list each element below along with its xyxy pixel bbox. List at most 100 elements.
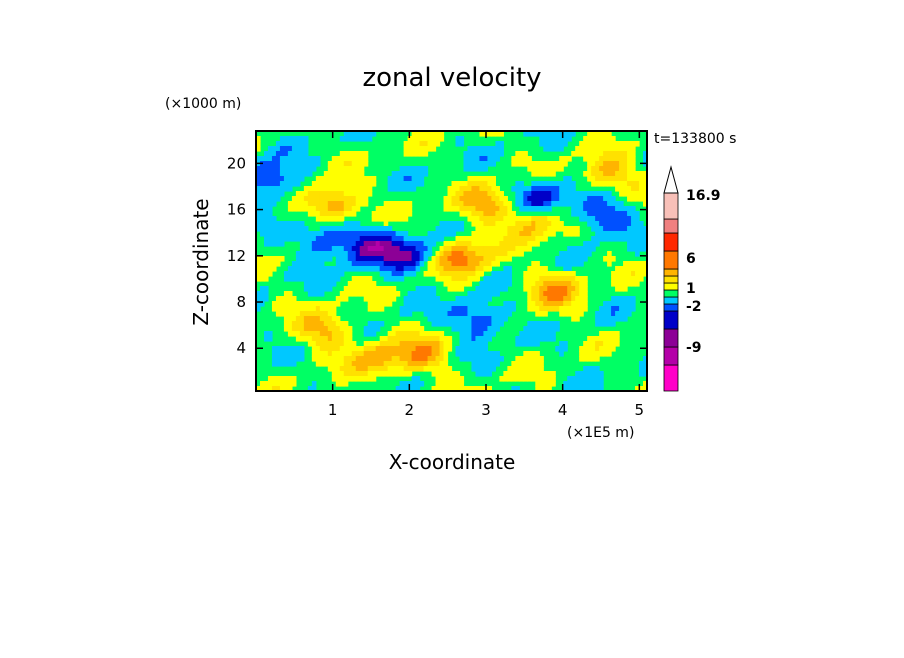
field-cell [331,181,337,187]
field-cell [327,161,333,167]
field-cell [479,246,485,252]
field-cell [347,166,353,172]
field-cell [331,276,337,282]
field-cell [635,266,640,272]
field-cell [491,271,496,277]
field-cell [519,251,524,257]
field-cell [395,366,401,372]
field-cell [619,281,624,287]
y-unit-label: (×1000 m) [165,96,241,112]
field-cell [275,146,281,152]
field-cell [419,176,425,182]
field-cell [351,191,357,197]
field-cell [299,221,305,227]
field-cell [359,196,365,202]
field-cell [339,381,345,387]
field-cell [511,186,516,192]
field-cell [519,151,524,157]
field-cell [415,356,421,362]
field-cell [363,276,369,282]
field-cell [491,251,496,257]
field-cell [291,376,297,382]
field-cell [275,141,281,147]
field-cell [359,376,365,382]
field-cell [387,361,393,367]
field-cell [256,196,261,202]
field-cell [483,336,489,342]
field-cell [287,161,293,167]
field-cell [571,191,576,197]
field-cell [595,221,600,227]
field-cell [551,196,556,202]
field-cell [579,256,584,262]
field-cell [291,181,297,187]
field-cell [519,226,524,232]
field-cell [603,341,608,347]
field-cell [611,296,616,302]
field-cell [599,341,604,347]
field-cell [615,306,620,312]
field-cell [615,176,620,182]
field-cell [419,146,425,152]
field-cell [279,296,285,302]
field-cell [483,281,489,287]
field-cell [639,186,644,192]
field-cell [447,231,453,237]
field-cell [407,141,413,147]
field-cell [495,186,500,192]
field-cell [587,341,592,347]
field-cell [403,321,409,327]
field-cell [499,231,504,237]
field-cell [607,211,612,217]
field-cell [443,316,449,322]
field-cell [263,226,269,232]
field-cell [383,216,389,222]
field-cell [383,301,389,307]
field-cell [579,251,584,257]
field-cell [467,211,473,217]
field-cell [407,311,413,317]
field-cell [287,381,293,387]
field-cell [639,366,644,372]
field-cell [527,226,532,232]
field-cell [279,141,285,147]
field-cell [531,191,536,197]
field-cell [439,381,445,387]
field-cell [475,221,481,227]
field-cell [291,176,297,182]
field-cell [615,236,620,242]
field-cell [435,361,441,367]
field-cell [471,251,477,257]
field-cell [535,281,540,287]
field-cell [415,306,421,312]
field-cell [387,291,393,297]
field-cell [555,301,560,307]
field-cell [287,146,293,152]
field-cell [367,331,373,337]
field-cell [447,386,453,392]
field-cell [303,186,309,192]
colorbar-label: 6 [686,251,696,267]
field-cell [327,351,333,357]
field-cell [311,251,317,257]
field-cell [611,321,616,327]
field-cell [543,131,548,137]
field-cell [351,221,357,227]
field-cell [479,241,485,247]
field-cell [583,171,588,177]
field-cell [503,251,508,257]
field-cell [403,296,409,302]
field-cell [639,196,644,202]
field-cell [487,161,492,167]
field-cell [259,211,265,217]
field-cell [451,226,457,232]
field-cell [359,226,365,232]
field-cell [323,206,329,212]
field-cell [459,321,465,327]
field-cell [587,191,592,197]
field-cell [355,361,361,367]
field-cell [451,271,457,277]
field-cell [579,296,584,302]
field-cell [587,336,592,342]
field-cell [607,236,612,242]
